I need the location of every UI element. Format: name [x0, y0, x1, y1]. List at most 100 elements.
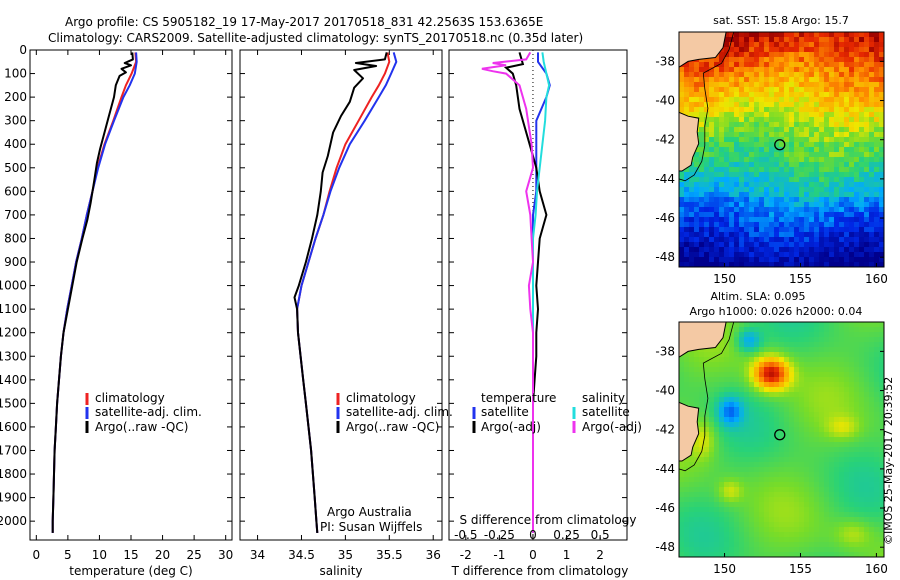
map-cell [789, 482, 795, 488]
map-cell [834, 472, 840, 478]
map-cell [769, 477, 775, 483]
map-cell [759, 72, 765, 78]
map-cell [829, 47, 835, 53]
map-cell [684, 92, 690, 98]
map-cell [804, 47, 810, 53]
map-cell [754, 157, 760, 163]
map-cell [829, 552, 835, 557]
map-cell [819, 107, 825, 113]
map-cell [684, 257, 690, 263]
map-cell [759, 537, 765, 543]
map-cell [824, 472, 830, 478]
map-cell [724, 127, 730, 133]
x-tick-label-s: -0.5 [454, 528, 477, 542]
map-cell [724, 32, 730, 38]
map-cell [769, 127, 775, 133]
map-cell [729, 207, 735, 213]
map-cell [754, 262, 760, 267]
map-cell [719, 487, 725, 493]
map-cell [699, 127, 705, 133]
map-cell [864, 427, 870, 433]
map-cell [844, 57, 850, 63]
map-cell [854, 322, 860, 328]
map-cell [859, 147, 865, 153]
map-cell [794, 442, 800, 448]
map-cell [714, 467, 720, 473]
map-cell [679, 97, 685, 103]
map-cell [804, 152, 810, 158]
map-cell [854, 487, 860, 493]
map-cell [679, 392, 685, 398]
map-cell [834, 37, 840, 43]
map-cell [694, 102, 700, 108]
map-cell [704, 367, 710, 373]
map-cell [879, 82, 884, 88]
map-cell [814, 157, 820, 163]
map-cell [799, 247, 805, 253]
map-cell [729, 242, 735, 248]
map-cell [799, 407, 805, 413]
map-cell [804, 87, 810, 93]
map-cell [789, 252, 795, 258]
map-cell [869, 242, 875, 248]
map-cell [754, 452, 760, 458]
map-cell [759, 527, 765, 533]
map-cell [814, 517, 820, 523]
map-cell [774, 532, 780, 538]
map-cell [864, 352, 870, 358]
map-cell [769, 552, 775, 557]
map-cell [779, 452, 785, 458]
map-cell [774, 417, 780, 423]
map-cell [834, 227, 840, 233]
map-cell [694, 172, 700, 178]
map-cell [704, 362, 710, 368]
map-cell [874, 512, 880, 518]
map-cell [874, 47, 880, 53]
map-cell [879, 397, 884, 403]
map-cell [804, 132, 810, 138]
map-cell [879, 387, 884, 393]
map-cell [829, 112, 835, 118]
map-cell [764, 177, 770, 183]
map-cell [739, 227, 745, 233]
map-cell [829, 232, 835, 238]
map-cell [684, 527, 690, 533]
map-cell [859, 362, 865, 368]
map-cell [774, 67, 780, 73]
map-cell [719, 127, 725, 133]
map-cell [719, 387, 725, 393]
map-cell [819, 112, 825, 118]
map-cell [699, 202, 705, 208]
map-cell [879, 142, 884, 148]
map-cell [719, 467, 725, 473]
map-cell [704, 107, 710, 113]
map-cell [834, 542, 840, 548]
map-cell [864, 372, 870, 378]
map-cell [864, 472, 870, 478]
map-cell [699, 212, 705, 218]
map-cell [759, 247, 765, 253]
map-cell [879, 527, 884, 533]
map-cell [749, 72, 755, 78]
map-cell [694, 152, 700, 158]
map-cell [809, 527, 815, 533]
map-cell [879, 32, 884, 38]
map-cell [879, 242, 884, 248]
map-cell [819, 147, 825, 153]
map-cell [819, 242, 825, 248]
map-cell [869, 362, 875, 368]
map-cell [734, 192, 740, 198]
map-cell [769, 482, 775, 488]
map-cell [699, 62, 705, 68]
map-cell [749, 127, 755, 133]
map-cell [849, 482, 855, 488]
map-cell [739, 52, 745, 58]
map-cell [844, 42, 850, 48]
map-cell [689, 107, 695, 113]
map-cell [719, 542, 725, 548]
map-cell [819, 42, 825, 48]
map-cell [809, 432, 815, 438]
map-cell [869, 32, 875, 38]
map-cell [819, 162, 825, 168]
map-cell [844, 132, 850, 138]
